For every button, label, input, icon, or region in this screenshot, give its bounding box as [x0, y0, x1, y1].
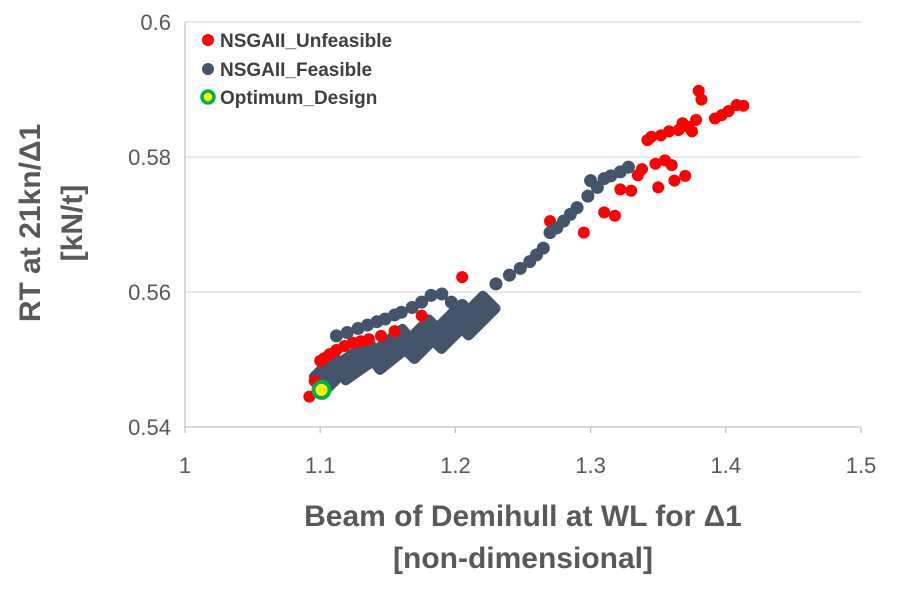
legend-marker-optimum — [200, 89, 216, 105]
feasible-point — [424, 288, 438, 302]
feasible-point — [570, 201, 584, 215]
feasible-point — [415, 295, 429, 309]
y-axis-title: RT at 21kn/Δ1 — [14, 124, 47, 322]
feasible-point — [394, 305, 408, 319]
x-tick-label: 1.1 — [305, 453, 336, 478]
legend-marker-feasible — [202, 63, 214, 75]
feasible-point — [435, 287, 449, 301]
legend-label-optimum: Optimum_Design — [220, 88, 377, 109]
y-axis-title-line2: [kN/t] — [56, 185, 89, 262]
unfeasible-point — [577, 226, 590, 239]
x-axis-title-line2: [non-dimensional] — [393, 542, 653, 575]
legend: NSGAII_Unfeasible NSGAII_Feasible Optimu… — [200, 31, 392, 109]
unfeasible-point — [415, 309, 428, 322]
feasible-point — [405, 301, 419, 315]
data-points — [303, 84, 750, 403]
feasible-point — [502, 268, 516, 282]
x-axis-title: Beam of Demihull at WL for Δ1 — [304, 500, 742, 533]
x-tick-labels: 1 1.1 1.2 1.3 1.4 1.5 — [179, 453, 876, 478]
unfeasible-point — [645, 130, 658, 143]
unfeasible-point — [625, 184, 638, 197]
x-tick-label: 1 — [179, 453, 191, 478]
unfeasible-point — [608, 209, 621, 222]
unfeasible-point — [663, 125, 676, 138]
y-tick-labels: 0.54 0.56 0.58 0.6 — [128, 10, 171, 440]
unfeasible-point — [375, 329, 388, 342]
unfeasible-point — [456, 271, 469, 284]
feasible-point — [621, 160, 635, 174]
feasible-point — [329, 329, 343, 343]
y-tick-label: 0.6 — [140, 10, 171, 35]
unfeasible-point — [686, 125, 698, 138]
unfeasible-point — [737, 99, 750, 112]
unfeasible-point — [388, 325, 401, 338]
unfeasible-point — [614, 183, 627, 196]
y-tick-label: 0.54 — [128, 415, 171, 440]
feasible-point — [475, 293, 489, 307]
x-tick-label: 1.4 — [711, 453, 742, 478]
x-tick-label: 1.2 — [440, 453, 471, 478]
y-tick-label: 0.56 — [128, 280, 171, 305]
legend-marker-unfeasible — [202, 34, 214, 46]
unfeasible-point — [668, 174, 681, 187]
feasible-point — [489, 277, 503, 291]
legend-label-feasible: NSGAII_Feasible — [220, 60, 372, 81]
unfeasible-point — [690, 113, 703, 126]
unfeasible-point — [652, 181, 665, 194]
unfeasible-point — [649, 157, 662, 170]
feasible-point — [465, 302, 479, 316]
feasible-point — [536, 241, 550, 255]
feasible-point — [340, 326, 354, 339]
feasible-point — [584, 174, 598, 188]
feasible-point — [581, 189, 595, 203]
y-tick-label: 0.58 — [128, 145, 171, 170]
unfeasible-point — [679, 169, 692, 182]
x-tick-label: 1.5 — [846, 453, 877, 478]
unfeasible-point — [362, 333, 375, 346]
gridlines — [185, 21, 861, 293]
unfeasible-point — [695, 93, 708, 106]
axes — [184, 22, 862, 433]
unfeasible-point — [665, 159, 678, 172]
unfeasible-point — [635, 163, 648, 176]
feasible-point — [513, 261, 527, 275]
legend-label-unfeasible: NSGAII_Unfeasible — [220, 31, 392, 52]
x-tick-label: 1.3 — [575, 453, 606, 478]
unfeasible-point — [598, 206, 611, 219]
optimum-design-point — [311, 379, 332, 400]
